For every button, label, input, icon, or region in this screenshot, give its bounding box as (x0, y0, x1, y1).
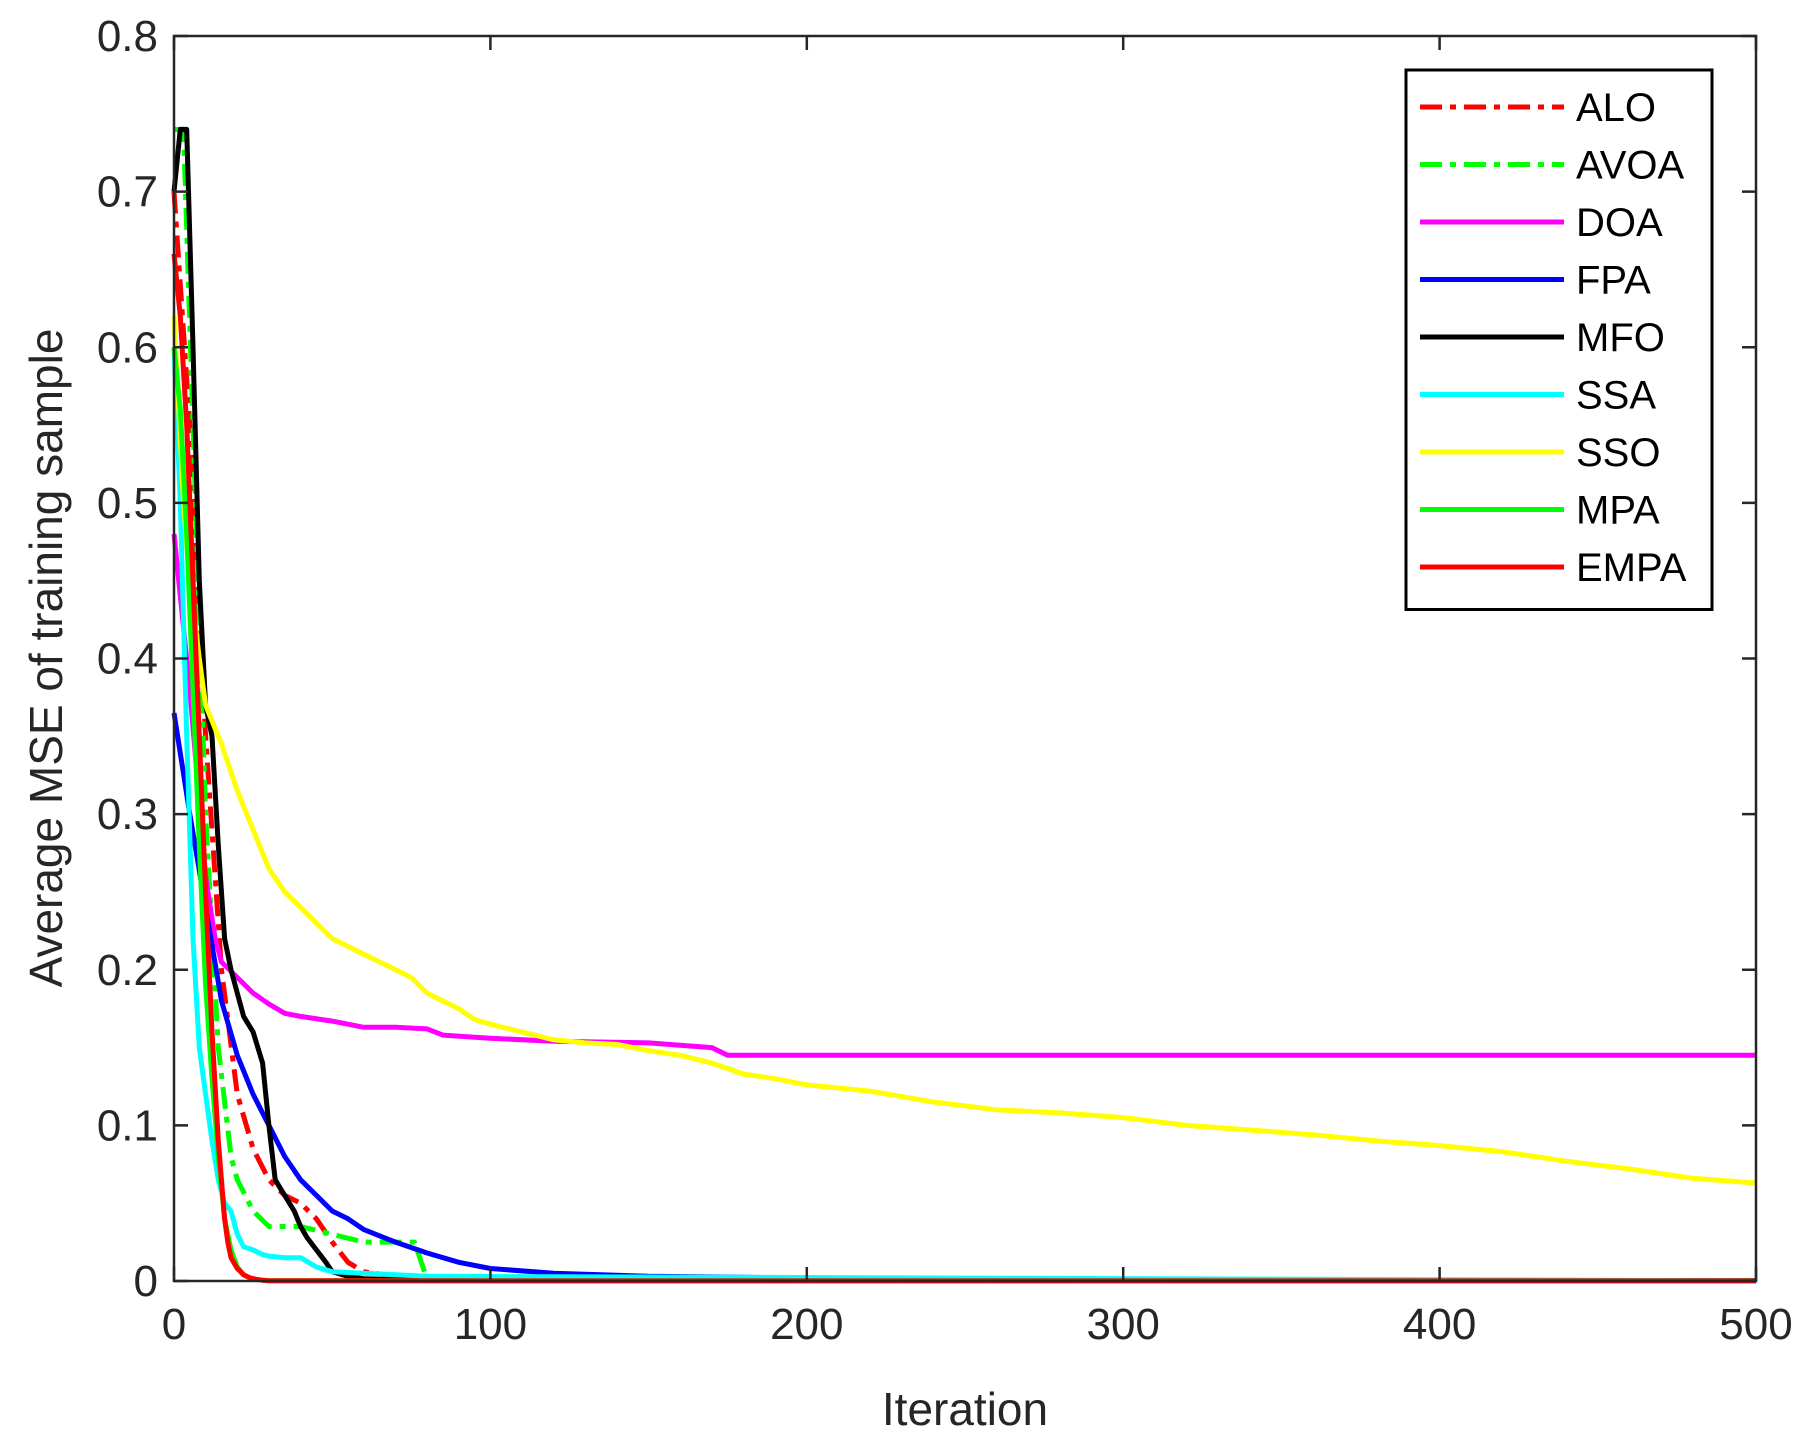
series-line-doa (171, 533, 1756, 1058)
y-tick-label: 0 (134, 1257, 158, 1306)
y-tick-label: 0.6 (97, 323, 158, 372)
series-line-ssa (171, 347, 1757, 1284)
legend-label-fpa: FPA (1576, 259, 1651, 303)
y-tick-label: 0.7 (97, 168, 158, 217)
legend-label-doa: DOA (1576, 201, 1663, 245)
legend: ALO AVOA DOA FPA MFO SSA SSO MPA EMPA (1404, 68, 1714, 611)
legend-label-empa: EMPA (1576, 546, 1687, 590)
x-tick-label: 500 (1719, 1300, 1792, 1349)
legend-box (1404, 68, 1714, 611)
ticks-layer: 0 100 200 300 400 500 0 0.1 0.2 0.3 0.4 0.5 0.6 0.7 0.… (97, 12, 1793, 1349)
y-tick-label: 0.4 (97, 635, 158, 684)
x-tick-label: 0 (162, 1300, 186, 1349)
legend-label-ssa: SSA (1576, 374, 1656, 418)
x-tick-label: 200 (770, 1300, 843, 1349)
series-line-alo (171, 191, 1757, 1284)
legend-label-avoa: AVOA (1576, 144, 1685, 188)
legend-label-alo: ALO (1576, 86, 1656, 130)
x-tick-label: 400 (1403, 1300, 1476, 1349)
y-tick-label: 0.1 (97, 1101, 158, 1150)
y-tick-label: 0.8 (97, 12, 158, 61)
y-tick-label: 0.5 (97, 479, 158, 528)
series-line-sso (171, 315, 1757, 1186)
legend-label-mfo: MFO (1576, 316, 1665, 360)
x-tick-label: 300 (1086, 1300, 1159, 1349)
y-tick-label: 0.2 (97, 946, 158, 995)
y-tick-label: 0.3 (97, 790, 158, 839)
y-axis-label: Average MSE of training sample (20, 329, 72, 988)
legend-label-sso: SSO (1576, 431, 1660, 475)
x-tick-label: 100 (454, 1300, 527, 1349)
legend-label-mpa: MPA (1576, 489, 1660, 533)
series-line-avoa (174, 126, 1757, 1284)
x-axis-label: Iteration (882, 1383, 1048, 1435)
